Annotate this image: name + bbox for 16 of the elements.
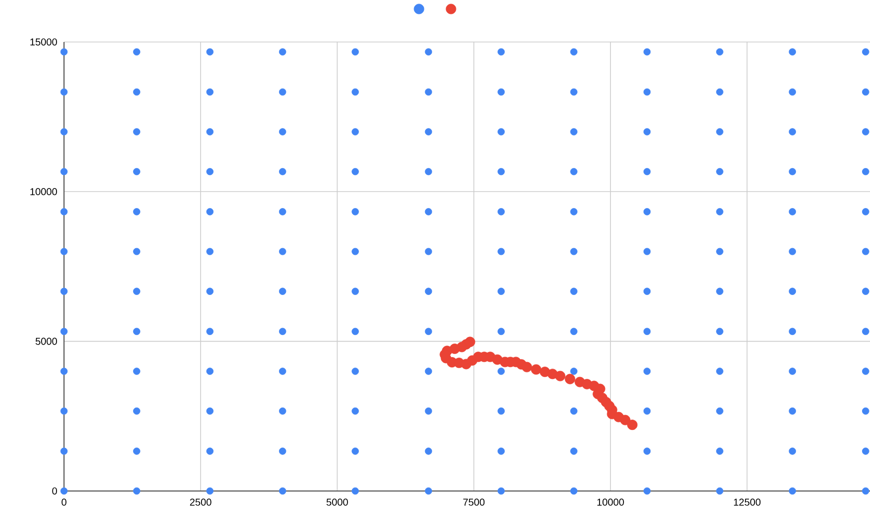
y-tick-label: 15000 [30, 38, 57, 46]
x-tick-label: 0 [62, 498, 66, 506]
point [564, 374, 576, 384]
point [522, 362, 532, 372]
y-tick-label: 5000 [36, 338, 57, 345]
point [627, 420, 638, 430]
point [620, 414, 630, 426]
y-tick-label: 10000 [30, 188, 57, 196]
x-tick-label: 12500 [734, 498, 761, 506]
x-tick-label: 2500 [190, 498, 212, 506]
x-tick-label: 10000 [597, 498, 624, 506]
y-tick-label: 0 [52, 487, 57, 495]
x-tick-label: 5000 [326, 498, 348, 506]
point [554, 370, 566, 382]
x-tick-label: 7500 [463, 498, 485, 506]
point [530, 364, 542, 375]
